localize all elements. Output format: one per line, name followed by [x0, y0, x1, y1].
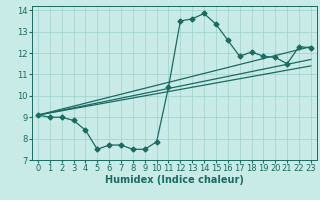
X-axis label: Humidex (Indice chaleur): Humidex (Indice chaleur) — [105, 175, 244, 185]
